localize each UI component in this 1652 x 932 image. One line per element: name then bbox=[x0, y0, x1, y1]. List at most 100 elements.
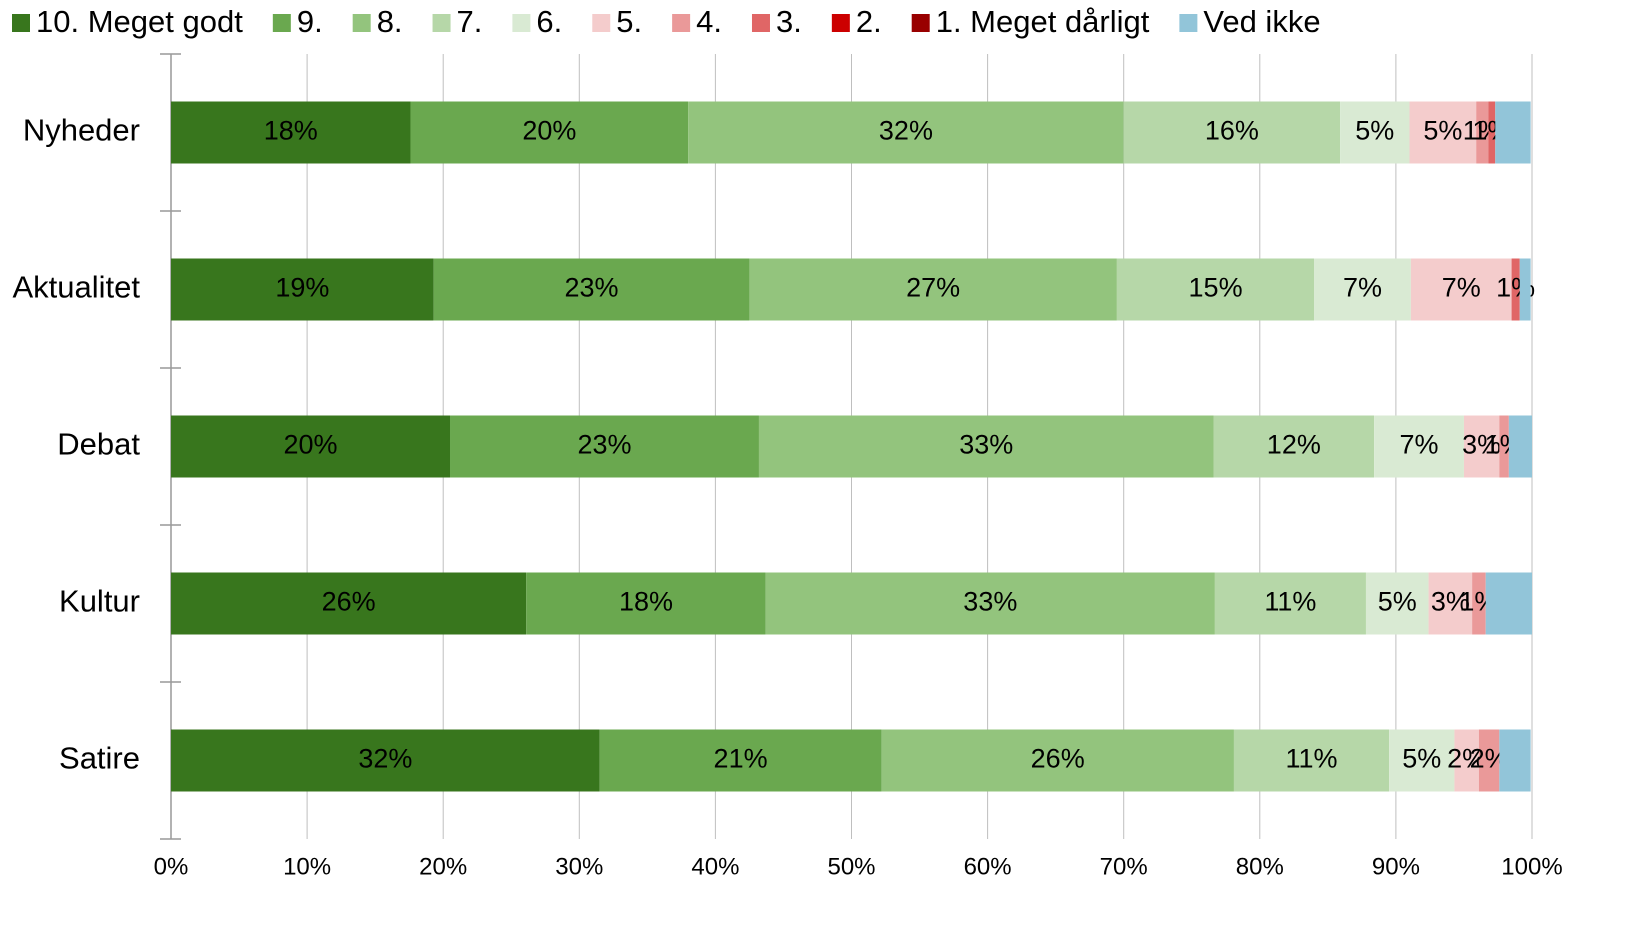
x-tick-label: 10% bbox=[283, 853, 331, 880]
data-label: 3% bbox=[1462, 430, 1501, 460]
bar-segment bbox=[171, 101, 411, 164]
legend-swatch bbox=[911, 14, 930, 32]
y-tick-label: Satire bbox=[59, 741, 140, 776]
bar-segment bbox=[758, 415, 1214, 478]
data-label: 33% bbox=[959, 430, 1013, 460]
bar-segment bbox=[171, 415, 451, 478]
bar-segment bbox=[1409, 101, 1477, 164]
bar-segment bbox=[433, 258, 750, 321]
data-label: 32% bbox=[358, 744, 412, 774]
bar-segment bbox=[1374, 415, 1464, 478]
bar-segment bbox=[688, 101, 1124, 164]
data-label: 5% bbox=[1402, 744, 1441, 774]
legend-label: 8. bbox=[377, 4, 403, 39]
bar-segment bbox=[410, 101, 689, 164]
data-label: 15% bbox=[1189, 273, 1243, 303]
bar-segment bbox=[1499, 729, 1531, 792]
bar-segment bbox=[1488, 101, 1496, 164]
x-tick-label: 20% bbox=[419, 853, 467, 880]
legend-swatch bbox=[592, 14, 611, 32]
legend-label: 3. bbox=[776, 4, 802, 39]
bar-segment bbox=[1511, 258, 1520, 321]
legend-swatch bbox=[672, 14, 691, 32]
x-tick-label: 0% bbox=[154, 853, 189, 880]
data-label: 5% bbox=[1423, 116, 1462, 146]
data-label: 5% bbox=[1355, 116, 1394, 146]
data-label: 32% bbox=[879, 116, 933, 146]
legend-label: 6. bbox=[536, 4, 562, 39]
legend-label: 9. bbox=[297, 4, 323, 39]
data-label: 11% bbox=[1264, 587, 1316, 617]
bar-segment bbox=[1389, 729, 1455, 792]
data-label: 23% bbox=[577, 430, 631, 460]
bar-segment bbox=[599, 729, 882, 792]
bar-segment bbox=[526, 572, 766, 635]
data-label: 21% bbox=[714, 744, 768, 774]
data-label: 20% bbox=[522, 116, 576, 146]
bar-segment bbox=[1476, 101, 1489, 164]
bar-segment bbox=[171, 729, 600, 792]
x-tick-label: 60% bbox=[964, 853, 1012, 880]
bar-segment bbox=[1463, 415, 1500, 478]
legend-swatch bbox=[432, 14, 451, 32]
data-label: 5% bbox=[1378, 587, 1417, 617]
legend-swatch bbox=[512, 14, 531, 32]
bar-segment bbox=[1472, 572, 1486, 635]
bar-segment bbox=[171, 572, 527, 635]
legend-label: 2. bbox=[856, 4, 882, 39]
bar-segment bbox=[1116, 258, 1315, 321]
bar-segment bbox=[450, 415, 759, 478]
data-label: 7% bbox=[1400, 430, 1439, 460]
legend-label: 4. bbox=[696, 4, 722, 39]
x-tick-label: 90% bbox=[1372, 853, 1420, 880]
bar-segment bbox=[765, 572, 1215, 635]
data-label: 7% bbox=[1343, 273, 1382, 303]
legend-swatch bbox=[751, 14, 770, 32]
bar-segment bbox=[1499, 415, 1509, 478]
data-label: 20% bbox=[283, 430, 337, 460]
x-tick-label: 40% bbox=[691, 853, 739, 880]
legend-label: 5. bbox=[616, 4, 642, 39]
legend-label: Ved ikke bbox=[1203, 4, 1320, 39]
bar-segment bbox=[1340, 101, 1410, 164]
legend-label: 10. Meget godt bbox=[36, 4, 243, 39]
bar-segment bbox=[1314, 258, 1411, 321]
data-label: 27% bbox=[906, 273, 960, 303]
y-tick-label: Nyheder bbox=[23, 113, 140, 148]
data-label: 33% bbox=[963, 587, 1017, 617]
data-label: 18% bbox=[264, 116, 318, 146]
bar-segment bbox=[1495, 101, 1531, 164]
x-tick-label: 50% bbox=[827, 853, 875, 880]
data-label: 23% bbox=[565, 273, 619, 303]
legend-swatch bbox=[12, 14, 30, 32]
legend-label: 1. Meget dårligt bbox=[936, 4, 1150, 39]
bar-segment bbox=[171, 258, 434, 321]
y-tick-label: Kultur bbox=[59, 584, 140, 619]
data-label: 26% bbox=[1031, 744, 1085, 774]
legend-swatch bbox=[831, 14, 850, 32]
data-label: 16% bbox=[1205, 116, 1259, 146]
bar-segment bbox=[1478, 729, 1500, 792]
bar-segment bbox=[1123, 101, 1341, 164]
data-label: 12% bbox=[1267, 430, 1321, 460]
data-label: 18% bbox=[619, 587, 673, 617]
bar-segment bbox=[1485, 572, 1532, 635]
x-tick-label: 70% bbox=[1100, 853, 1148, 880]
y-tick-label: Debat bbox=[57, 427, 140, 462]
bar-segment bbox=[1428, 572, 1473, 635]
bar-segment bbox=[1214, 572, 1366, 635]
x-tick-label: 30% bbox=[555, 853, 603, 880]
legend-swatch bbox=[272, 14, 291, 32]
data-label: 7% bbox=[1442, 273, 1481, 303]
bar-segment bbox=[1508, 415, 1532, 478]
y-tick-label: Aktualitet bbox=[12, 270, 140, 305]
bar-segment bbox=[749, 258, 1117, 321]
bar-segment bbox=[1410, 258, 1512, 321]
x-tick-label: 100% bbox=[1501, 853, 1562, 880]
x-tick-label: 80% bbox=[1236, 853, 1284, 880]
bar-segment bbox=[1233, 729, 1390, 792]
bar-segment bbox=[881, 729, 1234, 792]
data-label: 19% bbox=[275, 273, 329, 303]
legend-swatch bbox=[1179, 14, 1198, 32]
